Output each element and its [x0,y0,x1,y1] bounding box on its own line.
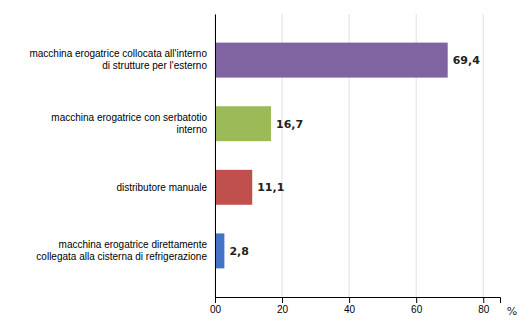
y-tick-label-line: distributore manuale [116,181,207,192]
data-labels: 2,8 11,1 16,7 69,4 [229,54,480,258]
y-tick-label: macchina erogatrice collocata all'intern… [29,48,207,71]
y-tick: distributore manuale [116,181,215,192]
y-tick-label: macchina erogatrice con serbatotiointern… [51,112,207,135]
x-tick: 60 [411,297,423,315]
data-label: 11,1 [257,181,284,194]
data-label: 16,7 [276,118,303,131]
y-tick-label-line: macchina erogatrice direttamente [59,239,208,250]
y-tick-label-line: collegata alla cisterna di refrigerazion… [36,251,207,262]
y-tick-label: distributore manuale [116,181,207,192]
x-axis-line [216,298,501,304]
y-tick-label: macchina erogatrice direttamentecollegat… [36,239,207,262]
x-tick-mark [416,297,417,303]
bar [215,43,448,78]
x-tick-label: 40 [344,304,356,315]
x-tick: 20 [277,297,289,315]
x-tick-mark [282,297,283,303]
y-axis: macchina erogatrice direttamentecollegat… [29,15,215,298]
x-tick-label: 20 [277,304,289,315]
y-tick-label-line: di strutture per l'esterno [102,60,207,71]
data-label: 69,4 [453,54,480,67]
y-tick-label-line: interno [176,124,207,135]
y-tick-label-line: macchina erogatrice con serbatotio [51,112,207,123]
x-tick-mark [215,297,216,303]
y-tick-label-line: macchina erogatrice collocata all'intern… [29,48,207,59]
bar [215,233,224,268]
x-axis: 00 20 40 60 80 [210,297,501,315]
y-tick: macchina erogatrice con serbatotiointern… [51,112,215,135]
y-axis-line [215,15,216,298]
y-tick: macchina erogatrice direttamentecollegat… [36,239,215,262]
x-tick: 00 [210,297,222,315]
grid [215,14,483,297]
x-tick-label: 00 [210,304,222,315]
bar [215,170,252,205]
grid-line [215,14,216,297]
bars [215,43,448,269]
x-tick-label: 60 [411,304,423,315]
plot: 2,8 11,1 16,7 69,4 00 20 40 60 80% macchina eroga… [29,14,517,318]
x-tick-mark [349,297,350,303]
chart: 2,8 11,1 16,7 69,4 00 20 40 60 80% macchina eroga… [0,0,530,333]
data-label: 2,8 [229,245,249,258]
x-tick-mark [483,297,484,303]
x-tick: 80 [478,297,490,315]
x-tick-label: 80 [478,304,490,315]
bar [215,106,271,141]
y-tick: macchina erogatrice collocata all'intern… [29,48,215,71]
grid-line [483,14,484,297]
x-tick: 40 [344,297,356,315]
x-axis-title: % [507,305,517,318]
